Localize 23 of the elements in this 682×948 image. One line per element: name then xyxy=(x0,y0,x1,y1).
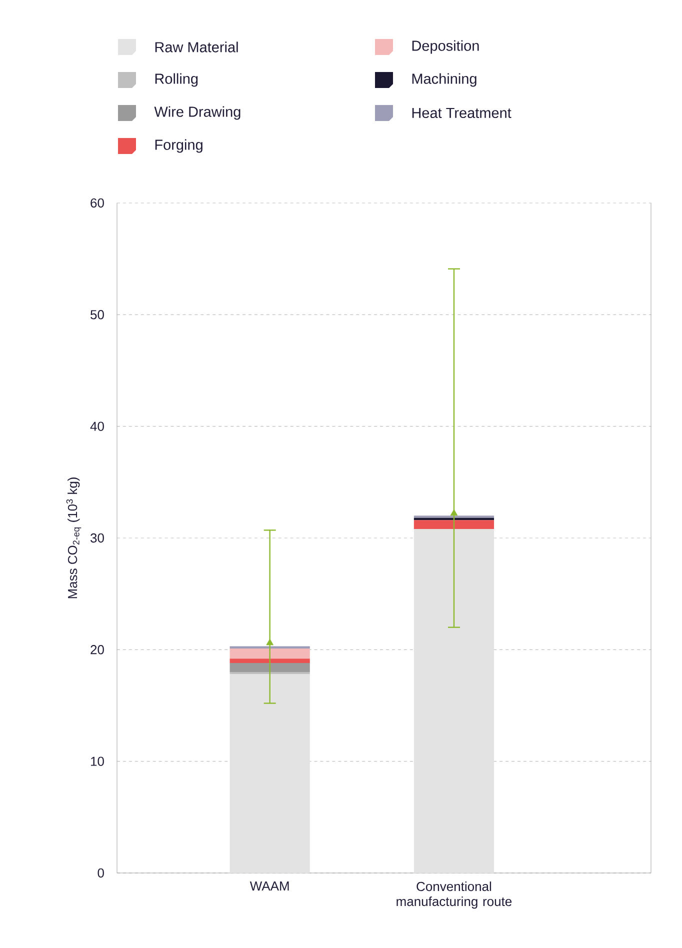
legend-label: Heat Treatment xyxy=(412,108,512,118)
legend-label: Machining xyxy=(412,73,476,87)
legend-label: Forging xyxy=(155,139,202,153)
bar xyxy=(414,520,494,530)
bar xyxy=(230,663,310,672)
bar xyxy=(414,529,494,873)
bar xyxy=(230,648,310,659)
y-tick-label: 10 xyxy=(90,756,104,766)
y-tick-label: 30 xyxy=(90,533,104,543)
y-tick-label: 50 xyxy=(90,310,104,320)
legend-label: Rolling xyxy=(155,73,198,87)
x-tick-label: WAAM xyxy=(250,882,289,890)
legend-label: Deposition xyxy=(412,40,479,54)
legend-label: Raw Material xyxy=(155,42,238,52)
legend-label: Wire Drawing xyxy=(154,106,240,120)
bar xyxy=(230,658,310,664)
x-tick-label: Conventional manufacturing route xyxy=(396,882,512,909)
y-tick-label: 60 xyxy=(90,198,104,208)
y-tick-label: 0 xyxy=(98,868,104,878)
y-tick-label: 40 xyxy=(90,422,104,431)
y-tick-label: 20 xyxy=(90,645,104,654)
y-axis-title: Mass CO$_{2-eq}$ (10$^{3}$ kg) xyxy=(66,478,82,598)
bar xyxy=(230,674,310,873)
